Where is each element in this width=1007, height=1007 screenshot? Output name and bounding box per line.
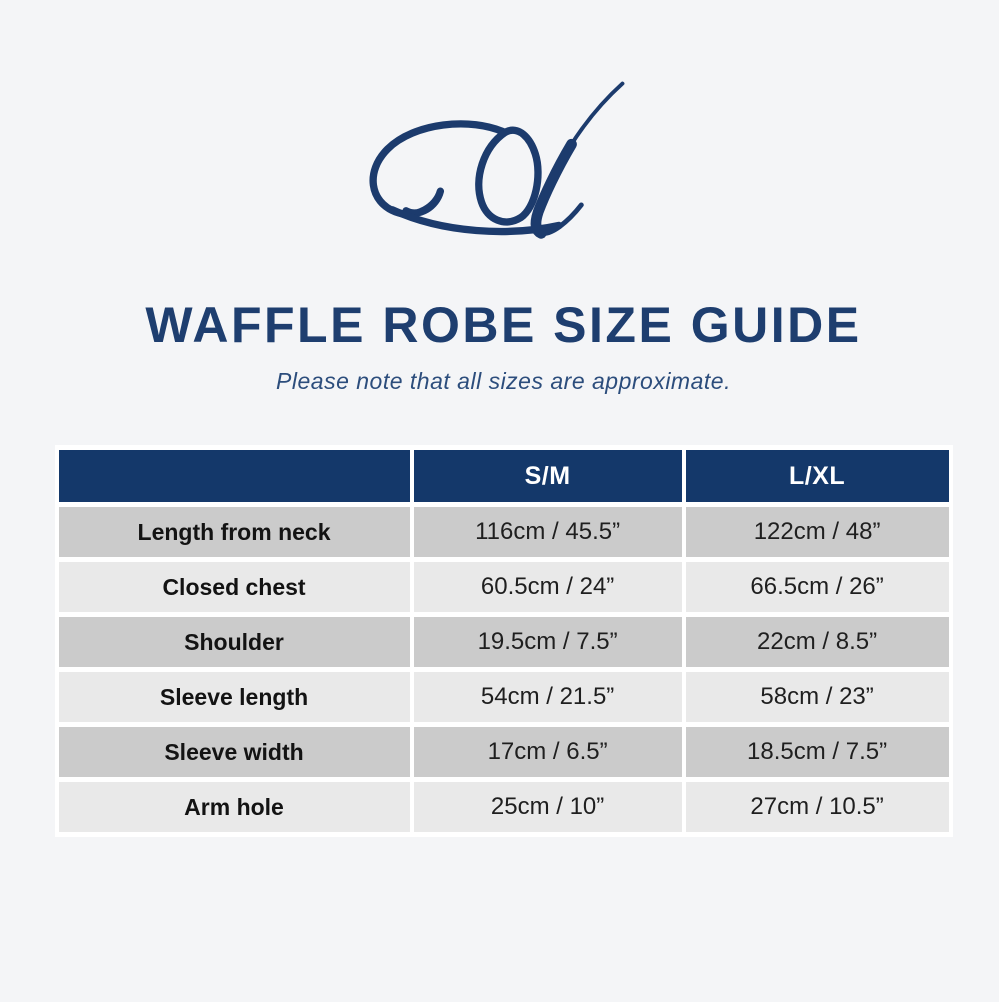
script-letter-a-icon [369, 81, 624, 239]
table-header-row: S/M L/XL [58, 450, 949, 502]
column-header-measurement [58, 450, 410, 502]
page-subtitle: Please note that all sizes are approxima… [276, 368, 731, 394]
row-label: Sleeve length [58, 672, 410, 722]
table-row-sleeve-width: Sleeve width 17cm / 6.5” 18.5cm / 7.5” [58, 727, 949, 777]
brand-logo [354, 62, 654, 248]
table-row-closed-chest: Closed chest 60.5cm / 24” 66.5cm / 26” [58, 562, 949, 612]
table-row-sleeve-length: Sleeve length 54cm / 21.5” 58cm / 23” [58, 672, 949, 722]
value-lxl: 122cm / 48” [685, 507, 949, 557]
value-sm: 17cm / 6.5” [413, 727, 682, 777]
value-sm: 25cm / 10” [413, 782, 682, 832]
value-lxl: 22cm / 8.5” [685, 617, 949, 667]
row-label: Length from neck [58, 507, 410, 557]
page-title: WAFFLE ROBE SIZE GUIDE [145, 297, 862, 353]
value-sm: 60.5cm / 24” [413, 562, 682, 612]
size-table: S/M L/XL Length from neck 116cm / 45.5” … [54, 445, 953, 837]
value-sm: 54cm / 21.5” [413, 672, 682, 722]
table-row-length-from-neck: Length from neck 116cm / 45.5” 122cm / 4… [58, 507, 949, 557]
column-header-sm: S/M [413, 450, 682, 502]
column-header-lxl: L/XL [685, 450, 949, 502]
row-label: Shoulder [58, 617, 410, 667]
value-lxl: 58cm / 23” [685, 672, 949, 722]
size-guide-page: WAFFLE ROBE SIZE GUIDE Please note that … [54, 62, 953, 837]
value-lxl: 27cm / 10.5” [685, 782, 949, 832]
row-label: Closed chest [58, 562, 410, 612]
value-sm: 19.5cm / 7.5” [413, 617, 682, 667]
value-lxl: 18.5cm / 7.5” [685, 727, 949, 777]
value-lxl: 66.5cm / 26” [685, 562, 949, 612]
table-row-shoulder: Shoulder 19.5cm / 7.5” 22cm / 8.5” [58, 617, 949, 667]
edge-strip-right [999, 0, 1007, 1007]
table-row-arm-hole: Arm hole 25cm / 10” 27cm / 10.5” [58, 782, 949, 832]
row-label: Sleeve width [58, 727, 410, 777]
row-label: Arm hole [58, 782, 410, 832]
edge-strip-bottom [0, 1002, 1007, 1007]
value-sm: 116cm / 45.5” [413, 507, 682, 557]
